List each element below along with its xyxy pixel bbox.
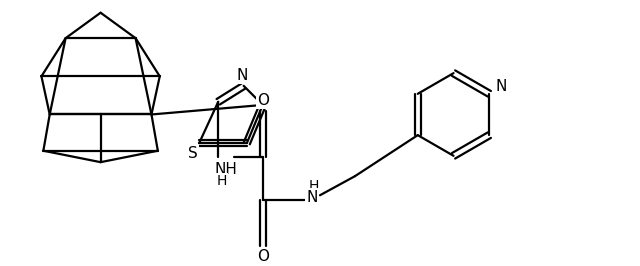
Text: S: S [188, 146, 198, 161]
Text: H: H [216, 174, 227, 188]
Text: N: N [495, 79, 506, 94]
Text: H: H [308, 179, 319, 193]
Text: N: N [237, 68, 248, 82]
Text: O: O [257, 250, 269, 264]
Text: N: N [307, 190, 318, 205]
Text: O: O [257, 93, 269, 108]
Text: NH: NH [214, 162, 237, 177]
